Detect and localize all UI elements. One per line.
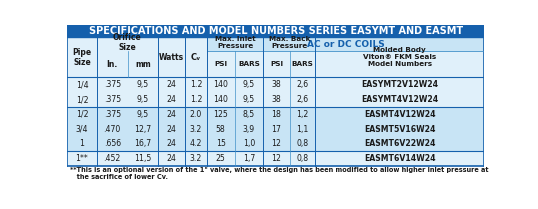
Text: 140: 140 <box>213 80 228 89</box>
Text: PSI: PSI <box>214 61 227 67</box>
Bar <box>67 25 484 166</box>
Text: 1/2: 1/2 <box>76 95 88 104</box>
Text: Max. Inlet
Pressure: Max. Inlet Pressure <box>215 36 256 49</box>
Text: 38: 38 <box>272 80 281 89</box>
Text: 24: 24 <box>167 110 176 119</box>
Text: 24: 24 <box>167 80 176 89</box>
Text: .656: .656 <box>104 139 121 148</box>
Text: EASYMT4V12W24: EASYMT4V12W24 <box>361 95 438 104</box>
Text: 2.0: 2.0 <box>190 110 202 119</box>
Text: BARS: BARS <box>238 61 260 67</box>
Text: BARS: BARS <box>292 61 314 67</box>
Text: 24: 24 <box>167 154 176 163</box>
Text: 16,7: 16,7 <box>134 139 151 148</box>
Text: EASMT5V16W24: EASMT5V16W24 <box>364 125 435 134</box>
Text: 1,2: 1,2 <box>296 110 309 119</box>
Text: EASMT4V12W24: EASMT4V12W24 <box>364 110 436 119</box>
Text: mm: mm <box>135 60 151 69</box>
Text: Cᵥ: Cᵥ <box>190 53 201 62</box>
Text: 3.2: 3.2 <box>190 125 202 134</box>
Text: 38: 38 <box>272 95 281 104</box>
Text: 2,6: 2,6 <box>296 80 308 89</box>
Text: 2,6: 2,6 <box>296 95 308 104</box>
Text: 18: 18 <box>272 110 281 119</box>
Text: 1.2: 1.2 <box>190 95 202 104</box>
Text: 58: 58 <box>216 125 225 134</box>
Text: 4.2: 4.2 <box>190 139 202 148</box>
Text: 9,5: 9,5 <box>137 110 149 119</box>
Text: 12: 12 <box>272 139 281 148</box>
Text: .375: .375 <box>104 95 121 104</box>
Text: 24: 24 <box>167 95 176 104</box>
Text: 3/4: 3/4 <box>76 125 88 134</box>
Text: 3,9: 3,9 <box>243 125 255 134</box>
Text: 12,7: 12,7 <box>134 125 151 134</box>
Text: 9,5: 9,5 <box>243 95 255 104</box>
Text: 24: 24 <box>167 139 176 148</box>
Text: AC or DC COILS: AC or DC COILS <box>307 40 384 49</box>
Text: **This is an optional version of the 1" valve, where the design has been modifie: **This is an optional version of the 1" … <box>69 167 488 180</box>
Text: Pipe
Size: Pipe Size <box>73 48 91 67</box>
Text: 0,8: 0,8 <box>296 139 308 148</box>
Text: Watts: Watts <box>159 53 184 62</box>
Text: 140: 140 <box>213 95 228 104</box>
Text: .375: .375 <box>104 80 121 89</box>
Bar <box>67 78 484 107</box>
Text: 1,1: 1,1 <box>296 125 309 134</box>
Text: 1**: 1** <box>76 154 88 163</box>
Text: 24: 24 <box>167 125 176 134</box>
Text: 17: 17 <box>272 125 281 134</box>
Text: SPECIFICATIONS AND MODEL NUMBERS SERIES EASYMT AND EASMT: SPECIFICATIONS AND MODEL NUMBERS SERIES … <box>89 26 463 36</box>
Text: 3.2: 3.2 <box>190 154 202 163</box>
Bar <box>67 107 484 151</box>
Text: 1/4: 1/4 <box>76 80 88 89</box>
Text: 1/2: 1/2 <box>76 110 88 119</box>
Text: 9,5: 9,5 <box>137 80 149 89</box>
Text: 8,5: 8,5 <box>243 110 255 119</box>
Text: 1,0: 1,0 <box>243 139 255 148</box>
Text: EASYMT2V12W24: EASYMT2V12W24 <box>361 80 438 89</box>
Bar <box>67 25 484 37</box>
Text: 9,5: 9,5 <box>243 80 255 89</box>
Text: 125: 125 <box>214 110 228 119</box>
Text: .375: .375 <box>104 110 121 119</box>
Text: 9,5: 9,5 <box>137 95 149 104</box>
Text: EASMT6V14W24: EASMT6V14W24 <box>364 154 436 163</box>
Text: Orifice
Size: Orifice Size <box>113 33 141 52</box>
Text: Molded Body
Viton® FKM Seals
Model Numbers: Molded Body Viton® FKM Seals Model Numbe… <box>363 47 436 68</box>
Bar <box>207 37 484 51</box>
Text: .452: .452 <box>104 154 121 163</box>
Text: In.: In. <box>107 60 118 69</box>
Text: PSI: PSI <box>270 61 283 67</box>
Text: 15: 15 <box>216 139 225 148</box>
Text: 25: 25 <box>216 154 225 163</box>
Text: .470: .470 <box>104 125 121 134</box>
Text: Max. Back
Pressure: Max. Back Pressure <box>268 36 310 49</box>
Text: EASMT6V22W24: EASMT6V22W24 <box>364 139 435 148</box>
Text: 0,8: 0,8 <box>296 154 308 163</box>
Text: 1: 1 <box>80 139 84 148</box>
Text: 11,5: 11,5 <box>134 154 151 163</box>
Bar <box>67 151 484 166</box>
Text: 12: 12 <box>272 154 281 163</box>
Text: 1,7: 1,7 <box>243 154 255 163</box>
Text: 1.2: 1.2 <box>190 80 202 89</box>
